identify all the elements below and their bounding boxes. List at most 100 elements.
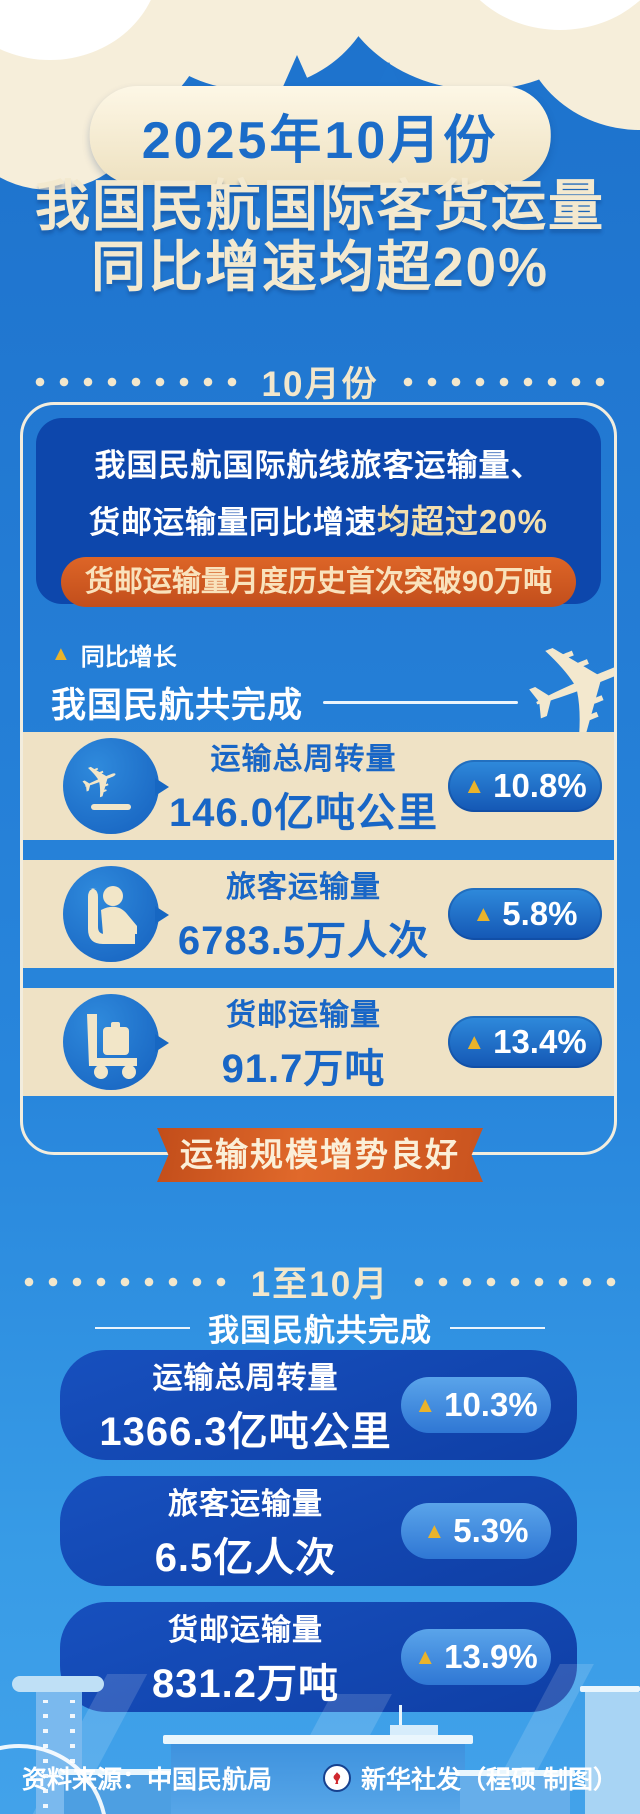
terminal-body — [171, 1744, 465, 1814]
stat-value: 91.7万吨 — [221, 1047, 386, 1091]
tower-cap — [12, 1676, 104, 1692]
stat-text: 旅客运输量 6.5亿人次 — [90, 1479, 401, 1583]
icon-tail — [155, 1034, 169, 1052]
stat-value: 146.0亿吨公里 — [168, 791, 439, 835]
highlight-card: 我国民航国际航线旅客运输量、 货邮运输量同比增速均超过20% 货邮运输量月度历史… — [36, 418, 601, 607]
growth-triangle-icon: ▲ — [51, 643, 71, 665]
building-roof — [580, 1686, 640, 1692]
dots-left — [29, 376, 242, 387]
icon-tail — [155, 906, 169, 924]
highlight-line-1: 我国民航国际航线旅客运输量、 — [94, 448, 543, 483]
terminal-antenna — [399, 1705, 402, 1731]
stat-label: 货邮运输量 — [168, 1614, 323, 1647]
stat-row-passengers: 旅客运输量 6783.5万人次 ▲ 5.8% — [23, 860, 614, 968]
cumulative-card-passengers: 旅客运输量 6.5亿人次 ▲ 5.3% — [60, 1476, 577, 1586]
growth-badge: ▲ 10.3% — [401, 1377, 551, 1433]
cumulative-card-turnover: 运输总周转量 1366.3亿吨公里 ▲ 10.3% — [60, 1350, 577, 1460]
growth-value: 5.8% — [502, 895, 578, 932]
growth-badge: ▲ 13.4% — [448, 1016, 602, 1068]
growth-value: 5.3% — [453, 1512, 529, 1549]
icon-tail — [155, 778, 169, 796]
growth-badge: ▲ 5.8% — [448, 888, 602, 940]
stat-text: 运输总周转量 146.0亿吨公里 — [159, 734, 448, 838]
section-divider-jan-oct: 1至10月 — [0, 1256, 640, 1307]
luggage-cart-icon — [63, 994, 169, 1090]
takeoff-runway-bar — [91, 804, 131, 810]
growth-badge: ▲ 13.9% — [401, 1629, 551, 1685]
building-body — [460, 1776, 570, 1814]
section-divider-october: 10月份 — [0, 356, 640, 407]
legend-label: 同比增长 — [80, 644, 177, 671]
stat-text: 货邮运输量 831.2万吨 — [90, 1605, 401, 1709]
completed-heading: 我国民航共完成 — [51, 677, 519, 728]
stat-label: 运输总周转量 — [210, 743, 397, 776]
highlight-line-2: 货邮运输量同比增速均超过20% — [36, 495, 601, 543]
completed-heading-2: 我国民航共完成 — [0, 1305, 640, 1350]
building-roof — [58, 1769, 184, 1775]
cart-glyph — [87, 1014, 137, 1079]
stat-label: 运输总周转量 — [152, 1362, 339, 1395]
stat-row-cargo: 货邮运输量 91.7万吨 ▲ 13.4% — [23, 988, 614, 1096]
xinhua-logo-icon — [323, 1764, 352, 1792]
stat-text: 货邮运输量 91.7万吨 — [159, 990, 448, 1094]
stat-label: 货邮运输量 — [226, 999, 381, 1032]
stat-label: 旅客运输量 — [226, 871, 381, 904]
divider-label: 1至10月 — [250, 1265, 390, 1304]
growth-value: 10.3% — [444, 1386, 538, 1423]
growth-value: 13.9% — [444, 1638, 538, 1675]
growth-legend: ▲ 同比增长 — [51, 637, 177, 672]
stat-value: 1366.3亿吨公里 — [99, 1410, 392, 1454]
stat-text: 运输总周转量 1366.3亿吨公里 — [90, 1353, 401, 1457]
xinhua-logo-glyph — [333, 1772, 341, 1784]
icon-circle — [63, 738, 159, 834]
growth-badge: ▲ 5.3% — [401, 1503, 551, 1559]
completed-heading-text: 我国民航共完成 — [51, 686, 304, 725]
growth-triangle-icon: ▲ — [414, 1392, 437, 1417]
stat-value: 6783.5万人次 — [177, 919, 430, 963]
dots-right — [409, 1276, 622, 1287]
passenger-seat-icon — [63, 866, 169, 962]
stat-label: 旅客运输量 — [168, 1488, 323, 1521]
terminal-pent — [390, 1725, 438, 1735]
growth-value: 13.4% — [493, 1023, 587, 1060]
building-roof — [455, 1770, 575, 1776]
growth-triangle-icon: ▲ — [463, 1029, 486, 1054]
growth-triangle-icon: ▲ — [472, 901, 495, 926]
data-source: 资料来源：中国民航局 — [22, 1766, 273, 1794]
takeoff-plane-icon: ✈ — [63, 738, 169, 834]
highlight-line-2-normal: 货邮运输量同比增速 — [88, 505, 377, 540]
stat-row-turnover: ✈ 运输总周转量 146.0亿吨公里 ▲ 10.8% — [23, 732, 614, 840]
tower-windows — [70, 1700, 75, 1808]
stat-value: 831.2万吨 — [151, 1662, 340, 1706]
title-line-1: 我国民航国际客货运量 — [34, 175, 605, 237]
stat-value: 6.5亿人次 — [154, 1536, 337, 1580]
growth-value: 10.8% — [493, 767, 587, 804]
october-stats-card: 我国民航国际航线旅客运输量、 货邮运输量同比增速均超过20% 货邮运输量月度历史… — [20, 402, 617, 1155]
stat-text: 旅客运输量 6783.5万人次 — [159, 862, 448, 966]
record-pill: 货邮运输量月度历史首次突破90万吨 — [61, 557, 576, 607]
passenger-glyph — [88, 886, 137, 944]
building-body — [585, 1692, 640, 1814]
completed-heading-text: 我国民航共完成 — [208, 1313, 432, 1348]
dots-right — [398, 376, 611, 387]
conclusion-ribbon: 运输规模增势良好 — [157, 1128, 483, 1182]
growth-triangle-icon: ▲ — [463, 773, 486, 798]
divider-label: 10月份 — [261, 365, 379, 404]
page-title: 我国民航国际客货运量 同比增速均超20% — [0, 176, 640, 297]
credit-text: 新华社发（程硕 制图） — [361, 1766, 618, 1794]
growth-badge: ▲ 10.8% — [448, 760, 602, 812]
airport-cityscape-illustration — [0, 1654, 640, 1814]
title-line-2: 同比增速均超20% — [90, 235, 550, 298]
highlight-line-2-bold: 均超过20% — [376, 503, 549, 540]
cumulative-card-cargo: 货邮运输量 831.2万吨 ▲ 13.9% — [60, 1602, 577, 1712]
growth-triangle-icon: ▲ — [414, 1644, 437, 1669]
credit-line: 新华社发（程硕 制图） — [323, 1760, 618, 1796]
heading-rule-right — [450, 1326, 545, 1329]
heading-rule-left — [95, 1326, 190, 1329]
growth-triangle-icon: ▲ — [423, 1518, 446, 1543]
date-badge: 2025年10月份 — [89, 86, 551, 185]
footer: 资料来源：中国民航局 新华社发（程硕 制图） — [0, 1760, 640, 1796]
terminal-roof — [163, 1735, 473, 1744]
heading-rule — [323, 701, 519, 704]
